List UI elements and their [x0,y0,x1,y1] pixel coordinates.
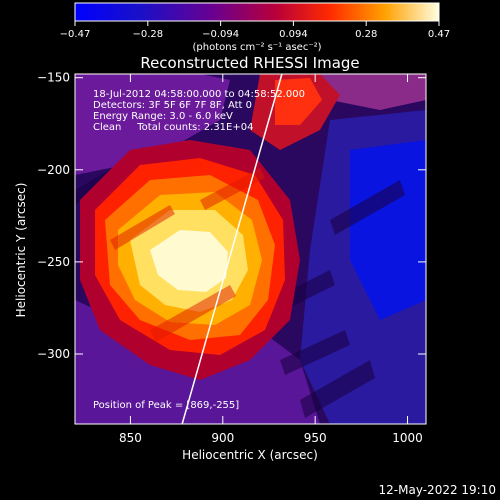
annotation-detectors: Detectors: 3F 5F 6F 7F 8F, Att 0 [93,100,252,111]
x-tick-label: 950 [304,431,327,445]
colorbar-tick-label: 0.47 [428,29,450,40]
x-tick-label: 1000 [392,431,423,445]
heatmap-image [75,74,426,424]
plot-frame [74,73,427,425]
chart-title: Reconstructed RHESSI Image [140,54,359,72]
colorbar-units: (photons cm⁻² s⁻¹ asec⁻²) [192,42,321,53]
colorbar-tick-label: −0.094 [202,29,239,40]
date-stamp: 12-May-2022 19:10 [379,483,496,497]
colorbar-ticks: −0.47 −0.28 −0.094 0.094 0.28 0.47 [60,21,450,40]
colorbar-tick-label: 0.28 [355,29,377,40]
colorbar [74,2,440,22]
colorbar-tick-label: 0.094 [279,29,308,40]
annotation-time-range: 18-Jul-2012 04:58:00.000 to 04:58:52.000 [93,89,305,100]
solar-limb-line [181,73,283,425]
x-tick-label: 900 [211,431,234,445]
colorbar-tick-label: −0.28 [132,29,163,40]
y-tick-label: −300 [37,347,70,361]
y-axis-ticks: −300 −250 −200 −150 [37,71,426,361]
y-tick-label: −200 [37,163,70,177]
x-axis-label: Heliocentric X (arcsec) [182,448,318,462]
y-tick-label: −250 [37,255,70,269]
annotation-energy-range: Energy Range: 3.0 - 6.0 keV [93,111,233,122]
colorbar-tick-label: −0.47 [60,29,91,40]
annotation-clean-counts: Clean Total counts: 2.31E+04 [93,122,253,133]
x-tick-label: 850 [119,431,142,445]
y-tick-label: −150 [37,71,70,85]
y-axis-label: Heliocentric Y (arcsec) [14,183,28,318]
annotation-peak-position: Position of Peak = [869,-255] [93,400,239,411]
x-axis-ticks: 850 900 950 1000 [119,74,423,445]
